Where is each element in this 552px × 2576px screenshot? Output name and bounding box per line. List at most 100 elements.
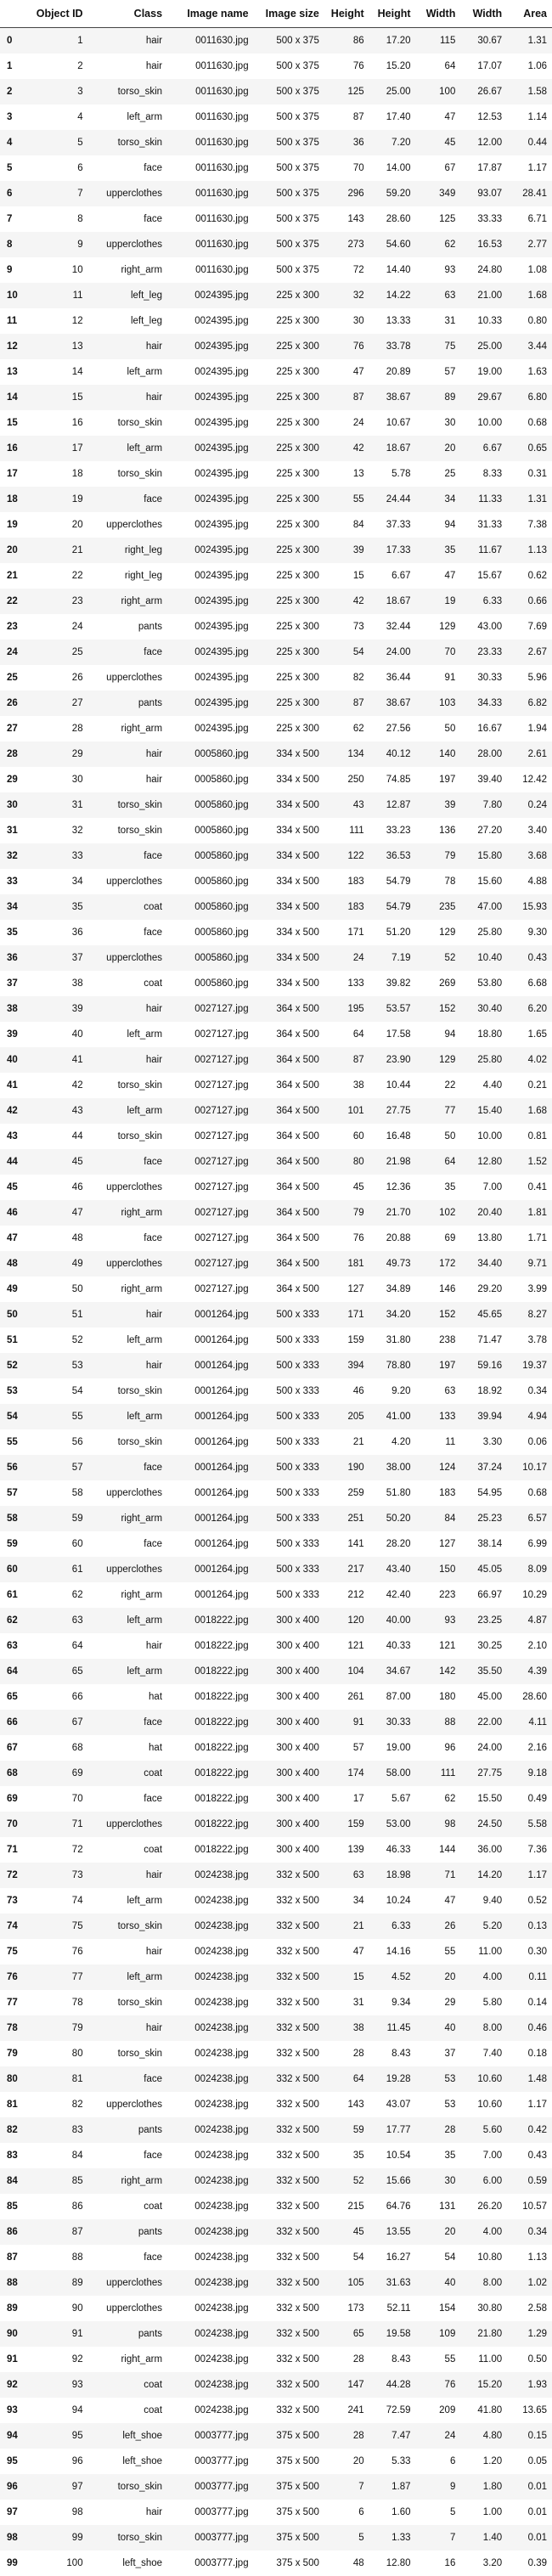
table-row: 81 82 upperclothes 0024238.jpg 332 x 500 143 4… bbox=[0, 2092, 552, 2117]
area-pct: 7.36 bbox=[507, 1837, 552, 1863]
class-label: torso_skin bbox=[87, 461, 168, 487]
area-pct: 28.60 bbox=[507, 1684, 552, 1710]
object-id: 92 bbox=[25, 2347, 88, 2372]
object-id: 43 bbox=[25, 1098, 88, 1124]
height-px: 47 bbox=[324, 1939, 369, 1964]
table-row: 58 59 right_arm 0001264.jpg 500 x 333 251 50.2… bbox=[0, 1506, 552, 1531]
width-pct: 15.50 bbox=[460, 1786, 508, 1812]
object-id: 51 bbox=[25, 1302, 88, 1327]
area-pct: 6.99 bbox=[507, 1531, 552, 1557]
height-px: 251 bbox=[324, 1506, 369, 1531]
object-id: 71 bbox=[25, 1812, 88, 1837]
table-row: 11 12 left_leg 0024395.jpg 225 x 300 30 13.33 3… bbox=[0, 308, 552, 334]
height-px: 394 bbox=[324, 1353, 369, 1378]
height-px: 15 bbox=[324, 1964, 369, 1990]
row-index: 40 bbox=[0, 1047, 26, 1073]
object-id: 99 bbox=[25, 2525, 88, 2551]
row-index: 83 bbox=[0, 2143, 26, 2168]
table-row: 8 9 upperclothes 0011630.jpg 500 x 375 273 54.… bbox=[0, 232, 552, 257]
width-px: 26 bbox=[415, 1914, 461, 1939]
image-size: 364 x 500 bbox=[253, 996, 324, 1022]
object-id: 37 bbox=[25, 945, 88, 971]
width-px: 29 bbox=[415, 1990, 461, 2015]
height-px: 36 bbox=[324, 130, 369, 155]
class-label: face bbox=[87, 1531, 168, 1557]
width-px: 96 bbox=[415, 1735, 461, 1761]
class-label: face bbox=[87, 487, 168, 512]
width-px: 349 bbox=[415, 181, 461, 206]
row-index: 51 bbox=[0, 1327, 26, 1353]
object-id: 20 bbox=[25, 512, 88, 538]
height-px: 261 bbox=[324, 1684, 369, 1710]
object-id: 70 bbox=[25, 1786, 88, 1812]
table-row: 53 54 torso_skin 0001264.jpg 500 x 333 46 9.20… bbox=[0, 1378, 552, 1404]
height-px: 55 bbox=[324, 487, 369, 512]
object-id: 32 bbox=[25, 818, 88, 843]
height-pct: 51.80 bbox=[369, 1480, 416, 1506]
table-row: 29 30 hair 0005860.jpg 334 x 500 250 74.85 197 3… bbox=[0, 767, 552, 792]
area-pct: 6.82 bbox=[507, 691, 552, 716]
image-name: 0001264.jpg bbox=[167, 1302, 254, 1327]
width-px: 24 bbox=[415, 2423, 461, 2449]
width-pct: 14.20 bbox=[460, 1863, 508, 1888]
width-px: 70 bbox=[415, 640, 461, 665]
object-id: 6 bbox=[25, 155, 88, 181]
class-label: coat bbox=[87, 1837, 168, 1863]
row-index: 58 bbox=[0, 1506, 26, 1531]
row-index: 50 bbox=[0, 1302, 26, 1327]
row-index: 82 bbox=[0, 2117, 26, 2143]
class-label: pants bbox=[87, 2117, 168, 2143]
width-px: 53 bbox=[415, 2092, 461, 2117]
height-pct: 72.59 bbox=[369, 2398, 416, 2423]
area-pct: 0.66 bbox=[507, 589, 552, 614]
width-pct: 21.00 bbox=[460, 283, 508, 308]
object-id: 79 bbox=[25, 2015, 88, 2041]
class-label: left_arm bbox=[87, 1098, 168, 1124]
width-px: 91 bbox=[415, 665, 461, 691]
table-row: 78 79 hair 0024238.jpg 332 x 500 38 11.45 40 8.0… bbox=[0, 2015, 552, 2041]
height-px: 17 bbox=[324, 1786, 369, 1812]
height-pct: 40.33 bbox=[369, 1633, 416, 1659]
height-pct: 15.66 bbox=[369, 2168, 416, 2194]
image-size: 500 x 333 bbox=[253, 1506, 324, 1531]
row-index: 37 bbox=[0, 971, 26, 996]
width-pct: 29.67 bbox=[460, 385, 508, 410]
width-px: 53 bbox=[415, 2066, 461, 2092]
table-row: 23 24 pants 0024395.jpg 225 x 300 73 32.44 129 4… bbox=[0, 614, 552, 640]
width-pct: 29.20 bbox=[460, 1277, 508, 1302]
class-label: upperclothes bbox=[87, 2270, 168, 2296]
class-label: pants bbox=[87, 614, 168, 640]
table-row: 88 89 upperclothes 0024238.jpg 332 x 500 105 3… bbox=[0, 2270, 552, 2296]
row-index: 0 bbox=[0, 27, 26, 54]
width-px: 62 bbox=[415, 1786, 461, 1812]
class-label: upperclothes bbox=[87, 181, 168, 206]
image-name: 0024238.jpg bbox=[167, 1888, 254, 1914]
image-size: 364 x 500 bbox=[253, 1022, 324, 1047]
width-pct: 4.00 bbox=[460, 1964, 508, 1990]
width-pct: 5.60 bbox=[460, 2117, 508, 2143]
table-row: 27 28 right_arm 0024395.jpg 225 x 300 62 27.56… bbox=[0, 716, 552, 741]
row-index: 14 bbox=[0, 385, 26, 410]
width-pct: 15.80 bbox=[460, 843, 508, 869]
image-size: 500 x 333 bbox=[253, 1327, 324, 1353]
area-pct: 2.67 bbox=[507, 640, 552, 665]
image-name: 0024395.jpg bbox=[167, 283, 254, 308]
width-pct: 37.24 bbox=[460, 1455, 508, 1480]
height-pct: 17.40 bbox=[369, 104, 416, 130]
image-size: 334 x 500 bbox=[253, 818, 324, 843]
row-index: 63 bbox=[0, 1633, 26, 1659]
height-pct: 23.90 bbox=[369, 1047, 416, 1073]
area-pct: 1.52 bbox=[507, 1149, 552, 1175]
height-pct: 4.20 bbox=[369, 1429, 416, 1455]
width-pct: 15.67 bbox=[460, 563, 508, 589]
height-px: 38 bbox=[324, 2015, 369, 2041]
class-label: torso_skin bbox=[87, 1914, 168, 1939]
width-pct: 54.95 bbox=[460, 1480, 508, 1506]
width-px: 20 bbox=[415, 2219, 461, 2245]
object-id: 96 bbox=[25, 2449, 88, 2474]
row-index: 27 bbox=[0, 716, 26, 741]
object-id: 65 bbox=[25, 1659, 88, 1684]
class-label: torso_skin bbox=[87, 792, 168, 818]
row-index: 42 bbox=[0, 1098, 26, 1124]
image-name: 0001264.jpg bbox=[167, 1429, 254, 1455]
